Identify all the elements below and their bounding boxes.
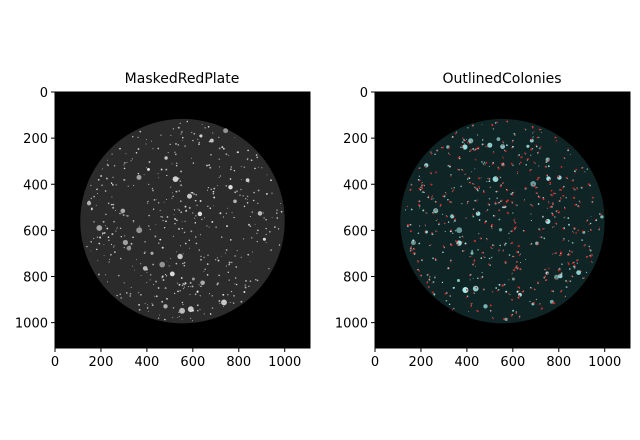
colony-speckles (86, 120, 283, 322)
y-tick-label: 800 (343, 271, 368, 286)
y-tick-label: 400 (343, 178, 368, 193)
x-tick-label: 0 (371, 355, 379, 370)
y-tick-label: 200 (23, 132, 48, 147)
y-axis: 0 200 400 600 800 1000 (15, 86, 55, 332)
y-tick-label: 1000 (15, 317, 48, 332)
y-tick-label: 0 (40, 86, 48, 101)
plate-image (80, 118, 285, 324)
y-tick-label: 0 (360, 86, 368, 101)
colony-speckles (404, 120, 604, 322)
y-tick-label: 400 (23, 178, 48, 193)
panel-masked-red-plate: MaskedRedPlate 0 200 400 600 800 1000 0 200 400… (15, 71, 311, 370)
x-tick-label: 0 (51, 355, 59, 370)
panel-outlined-colonies: OutlinedColonies 0 200 400 600 800 1000 0 200 4… (335, 71, 631, 370)
plate-disc (80, 118, 285, 324)
y-tick-label: 600 (23, 224, 48, 239)
x-tick-label: 800 (546, 355, 571, 370)
x-tick-label: 200 (89, 355, 114, 370)
y-tick-label: 600 (343, 224, 368, 239)
x-tick-label: 600 (180, 355, 205, 370)
axes-frame (54, 91, 311, 349)
x-tick-label: 800 (226, 355, 251, 370)
x-tick-label: 1000 (588, 355, 621, 370)
axes-frame (374, 91, 631, 349)
x-tick-label: 400 (454, 355, 479, 370)
chart-title: MaskedRedPlate (125, 71, 240, 87)
plate-disc (400, 118, 605, 324)
x-axis: 0 200 400 600 800 1000 (371, 348, 621, 370)
chart-title: OutlinedColonies (443, 71, 562, 87)
x-tick-label: 1000 (268, 355, 301, 370)
y-tick-label: 200 (343, 132, 368, 147)
y-tick-label: 800 (23, 271, 48, 286)
y-axis: 0 200 400 600 800 1000 (335, 86, 375, 332)
y-tick-label: 1000 (335, 317, 368, 332)
plate-image (400, 118, 605, 324)
x-tick-label: 600 (500, 355, 525, 370)
x-axis: 0 200 400 600 800 1000 (51, 348, 301, 370)
x-tick-label: 400 (134, 355, 159, 370)
x-tick-label: 200 (409, 355, 434, 370)
